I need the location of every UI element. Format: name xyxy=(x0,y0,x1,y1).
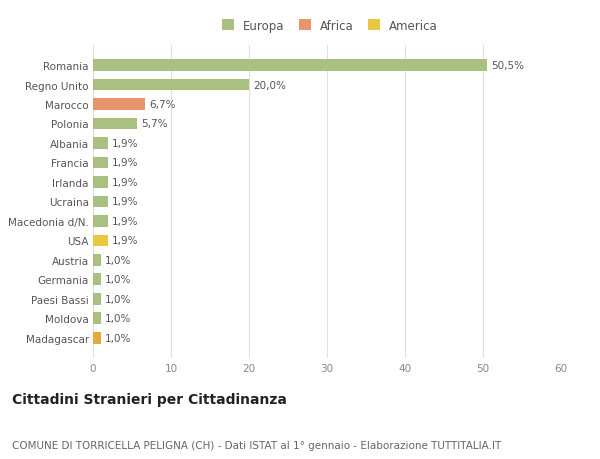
Bar xyxy=(93,235,108,246)
Text: 1,9%: 1,9% xyxy=(112,216,138,226)
Text: 1,0%: 1,0% xyxy=(105,313,131,324)
Text: 1,9%: 1,9% xyxy=(112,158,138,168)
Bar xyxy=(93,254,101,266)
Text: 50,5%: 50,5% xyxy=(491,61,524,71)
Text: 5,7%: 5,7% xyxy=(142,119,168,129)
Bar xyxy=(93,332,101,344)
Bar xyxy=(93,293,101,305)
Bar xyxy=(93,118,137,130)
Bar xyxy=(93,216,108,227)
Bar xyxy=(93,157,108,169)
Bar xyxy=(93,99,145,111)
Bar xyxy=(93,60,487,72)
Text: 1,0%: 1,0% xyxy=(105,294,131,304)
Text: 6,7%: 6,7% xyxy=(149,100,176,110)
Bar xyxy=(93,313,101,325)
Text: 1,9%: 1,9% xyxy=(112,197,138,207)
Text: 1,0%: 1,0% xyxy=(105,333,131,343)
Bar xyxy=(93,177,108,188)
Text: 1,9%: 1,9% xyxy=(112,236,138,246)
Bar xyxy=(93,79,249,91)
Text: Cittadini Stranieri per Cittadinanza: Cittadini Stranieri per Cittadinanza xyxy=(12,392,287,406)
Text: COMUNE DI TORRICELLA PELIGNA (CH) - Dati ISTAT al 1° gennaio - Elaborazione TUTT: COMUNE DI TORRICELLA PELIGNA (CH) - Dati… xyxy=(12,440,501,450)
Text: 1,0%: 1,0% xyxy=(105,274,131,285)
Text: 1,9%: 1,9% xyxy=(112,178,138,188)
Text: 20,0%: 20,0% xyxy=(253,80,286,90)
Text: 1,0%: 1,0% xyxy=(105,255,131,265)
Bar xyxy=(93,138,108,150)
Bar xyxy=(93,196,108,208)
Bar xyxy=(93,274,101,285)
Text: 1,9%: 1,9% xyxy=(112,139,138,149)
Legend: Europa, Africa, America: Europa, Africa, America xyxy=(222,20,438,33)
